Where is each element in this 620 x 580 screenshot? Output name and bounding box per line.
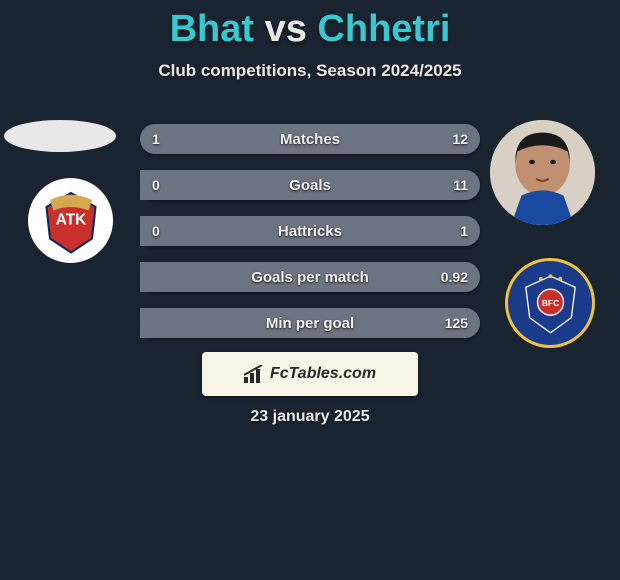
atk-badge-icon: ATK <box>36 186 106 256</box>
stat-value-right: 1 <box>460 223 468 239</box>
stat-value-right: 125 <box>445 315 468 331</box>
stat-row: 0Hattricks1 <box>140 216 480 246</box>
stat-row: 0Goals11 <box>140 170 480 200</box>
comparison-title: Bhat vs Chhetri <box>0 0 620 51</box>
stat-label: Goals <box>140 177 480 194</box>
stat-row: Min per goal125 <box>140 308 480 338</box>
vs-text: vs <box>265 8 307 50</box>
stats-container: 1Matches120Goals110Hattricks1Goals per m… <box>140 124 480 354</box>
player1-name: Bhat <box>170 8 254 50</box>
stat-label: Matches <box>140 131 480 148</box>
stat-row: 1Matches12 <box>140 124 480 154</box>
branding-text: FcTables.com <box>270 365 376 383</box>
stat-value-right: 11 <box>453 177 468 193</box>
subtitle: Club competitions, Season 2024/2025 <box>0 61 620 81</box>
player1-avatar <box>4 120 116 152</box>
stat-label: Goals per match <box>140 269 480 286</box>
player2-name: Chhetri <box>317 8 450 50</box>
stat-value-right: 12 <box>452 131 468 147</box>
svg-text:ATK: ATK <box>55 211 86 228</box>
player1-club-badge: ATK <box>28 178 113 263</box>
svg-text:BFC: BFC <box>541 298 558 308</box>
branding-badge: FcTables.com <box>202 352 418 396</box>
bar-chart-icon <box>244 365 266 383</box>
player2-avatar <box>490 120 595 225</box>
player-face-icon <box>490 120 595 225</box>
date-text: 23 january 2025 <box>0 408 620 426</box>
stat-label: Hattricks <box>140 223 480 240</box>
bengaluru-badge-icon: BFC <box>518 271 583 336</box>
stat-value-right: 0.92 <box>441 269 468 285</box>
stat-row: Goals per match0.92 <box>140 262 480 292</box>
stat-label: Min per goal <box>140 315 480 332</box>
player2-club-badge: BFC <box>505 258 595 348</box>
